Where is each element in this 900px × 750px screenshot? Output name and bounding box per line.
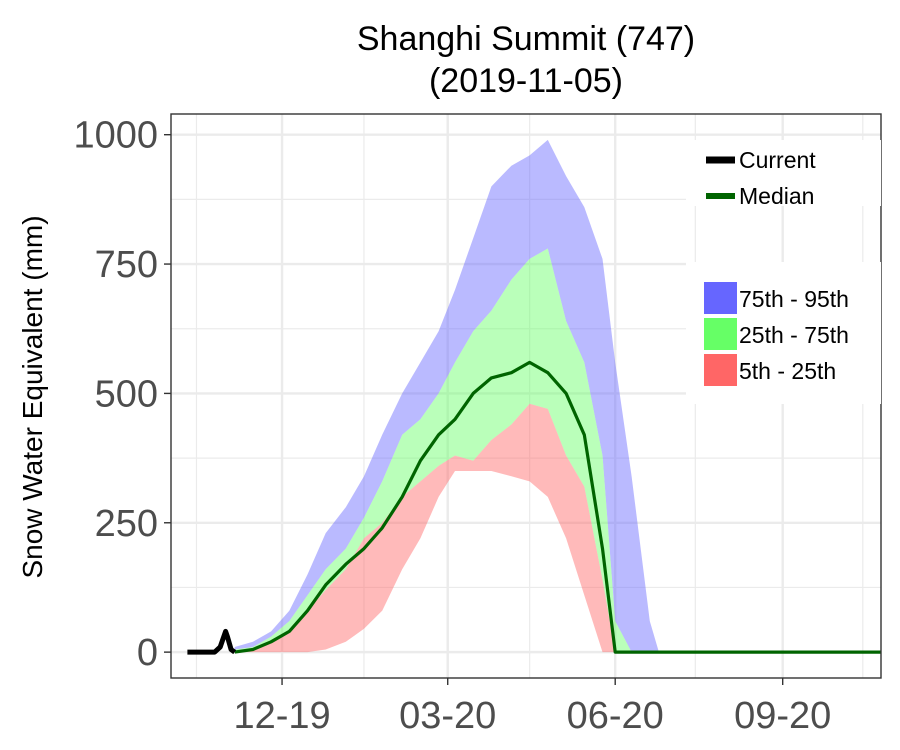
- band-5th-25th: [234, 403, 659, 653]
- legend-key-swatch: [704, 282, 737, 314]
- legend-key-swatch: [704, 318, 737, 350]
- legend-key-swatch: [704, 354, 737, 386]
- y-axis-title: Snow Water Equivalent (mm): [17, 215, 48, 578]
- y-tick-label: 750: [95, 244, 158, 286]
- chart-title-line-1: Shanghi Summit (747): [357, 20, 695, 58]
- band-75th-95th: [234, 139, 659, 653]
- y-tick-label: 250: [95, 503, 158, 545]
- series-line-current: [187, 628, 237, 655]
- legend-label: 5th - 25th: [739, 358, 836, 384]
- x-tick-label: 03-20: [399, 695, 496, 737]
- legend-label: Current: [739, 147, 816, 173]
- x-tick-label: 12-19: [233, 695, 330, 737]
- y-tick-label: 500: [95, 373, 158, 415]
- chart-title-line-2: (2019-11-05): [429, 62, 623, 100]
- legend-label: Median: [739, 183, 814, 209]
- band-25th-75th: [234, 248, 659, 653]
- chart-legend: Current Median 75th - 95th 25th - 75th 5th -…: [686, 140, 881, 404]
- series-line-median: [234, 360, 881, 654]
- y-tick-label: 1000: [73, 115, 158, 157]
- legend-label: 25th - 75th: [739, 322, 849, 348]
- x-tick-label: 06-20: [567, 695, 664, 737]
- y-tick-label: 0: [137, 632, 158, 674]
- legend-label: 75th - 95th: [739, 286, 849, 312]
- x-tick-label: 09-20: [734, 695, 831, 737]
